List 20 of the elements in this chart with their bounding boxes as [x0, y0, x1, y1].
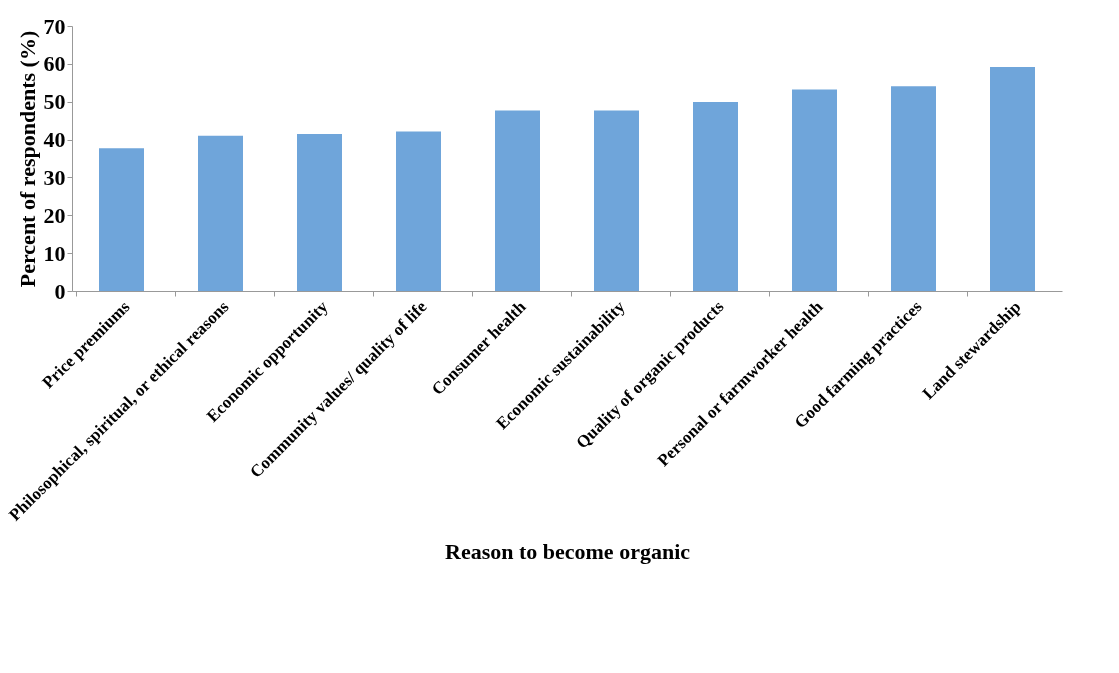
y-tick-label: 60: [43, 51, 66, 77]
y-tick-label: 40: [43, 127, 66, 153]
y-tick-label: 30: [43, 164, 66, 190]
y-tick-label: 20: [43, 202, 66, 228]
bar: [396, 131, 441, 291]
bar: [99, 148, 144, 291]
y-axis-title: Percent of respondents (%): [14, 30, 40, 288]
bar: [495, 110, 540, 291]
bar: [198, 135, 243, 291]
bar: [693, 102, 738, 291]
bar: [594, 110, 639, 291]
x-axis-title: Reason to become organic: [444, 538, 691, 564]
bar: [891, 86, 936, 291]
y-tick-label: 10: [43, 240, 66, 266]
y-tick-label: 50: [43, 89, 66, 115]
bar: [990, 66, 1035, 291]
bar: [297, 133, 342, 291]
y-tick-label: 0: [54, 278, 66, 304]
bar: [792, 89, 837, 291]
y-tick-label: 70: [43, 13, 66, 39]
